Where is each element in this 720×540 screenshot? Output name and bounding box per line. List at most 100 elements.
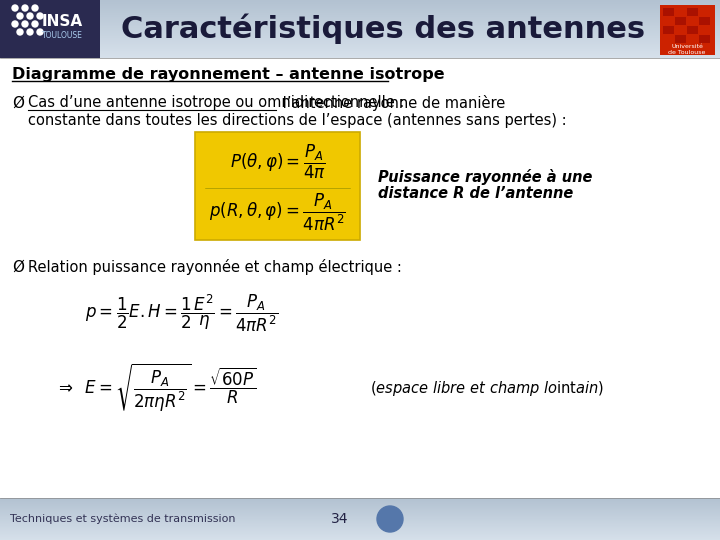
FancyBboxPatch shape (195, 132, 360, 240)
Bar (0, 15, 720, 16)
Bar (0, 38, 720, 39)
Circle shape (32, 21, 38, 27)
Bar (0, 45, 720, 46)
Text: $p(R,\theta,\varphi)=\dfrac{P_A}{4\pi R^2}$: $p(R,\theta,\varphi)=\dfrac{P_A}{4\pi R^… (209, 191, 346, 233)
Bar (0, 533, 720, 534)
Bar (0, 31, 720, 32)
Bar (0, 37, 720, 38)
Bar (0, 1, 720, 2)
Bar (0, 13, 720, 14)
Text: INSA: INSA (42, 15, 83, 30)
Circle shape (22, 5, 28, 11)
Bar (0, 6, 720, 7)
Circle shape (32, 5, 38, 11)
Bar (0, 39, 720, 40)
Bar (0, 501, 720, 502)
Bar (0, 9, 720, 10)
Bar (0, 55, 720, 56)
Bar (0, 3, 720, 4)
Circle shape (377, 506, 403, 532)
Bar (0, 531, 720, 532)
Bar (0, 511, 720, 512)
Bar (0, 26, 720, 27)
Bar (660, 5, 715, 55)
Bar (0, 23, 720, 24)
Bar (0, 53, 720, 54)
Bar (0, 525, 720, 526)
Bar (0, 24, 720, 25)
Bar (0, 54, 720, 55)
Bar (0, 526, 720, 527)
Circle shape (12, 21, 18, 27)
Bar (0, 502, 720, 503)
Bar (0, 516, 720, 517)
Text: constante dans toutes les directions de l’espace (antennes sans pertes) :: constante dans toutes les directions de … (28, 112, 567, 127)
Bar (0, 44, 720, 45)
Bar (699, 35, 710, 43)
Bar (0, 5, 720, 6)
Circle shape (22, 21, 28, 27)
Bar (0, 46, 720, 47)
Text: Ø: Ø (12, 260, 24, 274)
Bar (675, 17, 686, 25)
Bar (675, 35, 686, 43)
Text: Puissance rayonnée à une: Puissance rayonnée à une (378, 169, 593, 185)
Bar (0, 504, 720, 505)
Bar (0, 532, 720, 533)
Bar (0, 0, 100, 58)
Bar (663, 26, 674, 34)
Bar (0, 518, 720, 519)
Bar (0, 519, 720, 520)
Bar (0, 42, 720, 43)
Bar (687, 26, 698, 34)
Bar (0, 508, 720, 509)
Text: $\Rightarrow \;\; E = \sqrt{\dfrac{P_A}{2\pi\eta R^2}} = \dfrac{\sqrt{60P}}{R}$: $\Rightarrow \;\; E = \sqrt{\dfrac{P_A}{… (55, 362, 256, 414)
Text: 34: 34 (331, 512, 348, 526)
Circle shape (12, 5, 18, 11)
Bar (0, 16, 720, 17)
Bar (0, 510, 720, 511)
Bar (0, 50, 720, 51)
Bar (0, 535, 720, 536)
Bar (0, 517, 720, 518)
Bar (0, 523, 720, 524)
Bar (0, 7, 720, 8)
Bar (0, 534, 720, 535)
Text: TOULOUSE: TOULOUSE (42, 30, 82, 39)
Circle shape (27, 13, 33, 19)
Text: $P(\theta,\varphi)=\dfrac{P_A}{4\pi}$: $P(\theta,\varphi)=\dfrac{P_A}{4\pi}$ (230, 143, 325, 181)
Bar (0, 56, 720, 57)
Circle shape (37, 29, 43, 35)
Bar (0, 30, 720, 31)
Bar (0, 52, 720, 53)
Bar (0, 20, 720, 21)
Bar (0, 47, 720, 48)
Bar (0, 18, 720, 19)
Bar (0, 11, 720, 12)
Bar (0, 27, 720, 28)
Bar (0, 509, 720, 510)
Bar (0, 536, 720, 537)
Bar (0, 538, 720, 539)
Circle shape (27, 29, 33, 35)
Bar (0, 503, 720, 504)
Bar (0, 41, 720, 42)
Text: Cas d’une antenne isotrope ou omnidirectionnelle :: Cas d’une antenne isotrope ou omnidirect… (28, 96, 405, 111)
Bar (0, 512, 720, 513)
Text: Diagramme de rayonnement – antenne isotrope: Diagramme de rayonnement – antenne isotr… (12, 66, 445, 82)
Bar (0, 2, 720, 3)
Bar (0, 522, 720, 523)
Circle shape (17, 29, 23, 35)
Bar (0, 10, 720, 11)
Bar (0, 527, 720, 528)
Text: Caractéristiques des antennes: Caractéristiques des antennes (121, 14, 645, 44)
Bar (0, 530, 720, 531)
Bar (0, 505, 720, 506)
Bar (0, 12, 720, 13)
Bar (0, 499, 720, 500)
Bar (0, 51, 720, 52)
Bar (687, 8, 698, 16)
Bar (0, 58, 720, 498)
Bar (0, 49, 720, 50)
Bar (0, 25, 720, 26)
